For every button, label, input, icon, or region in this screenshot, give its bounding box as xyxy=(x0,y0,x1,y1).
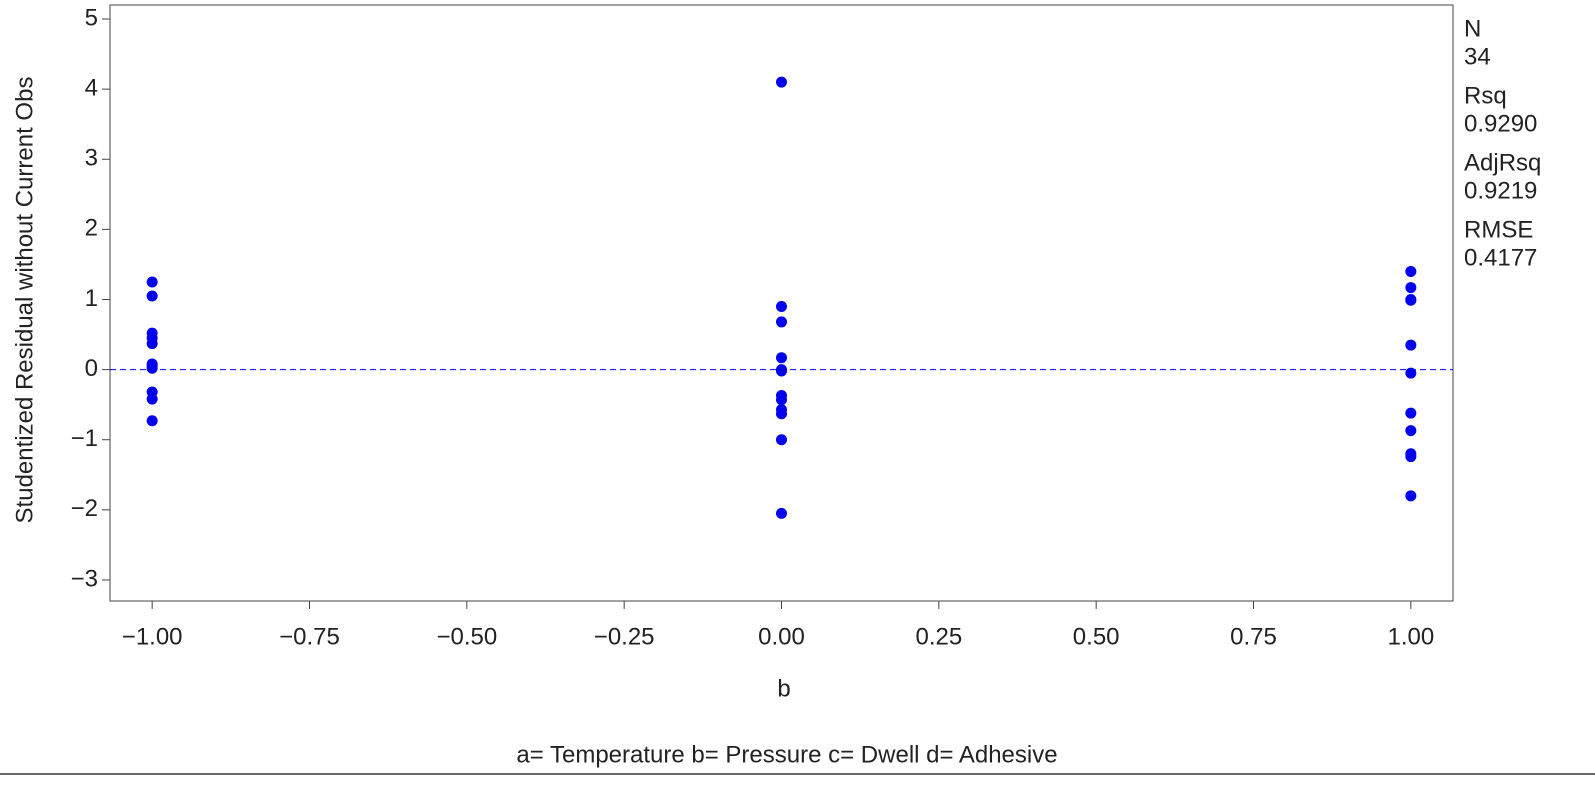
y-tick-label: 3 xyxy=(85,145,98,172)
point xyxy=(146,338,158,350)
stat-label: RMSE xyxy=(1464,216,1533,243)
point xyxy=(776,316,787,328)
stat-value: 0.9290 xyxy=(1464,110,1537,137)
point xyxy=(146,393,158,405)
x-tick-label: 0.50 xyxy=(1073,623,1120,650)
stat-label: Rsq xyxy=(1464,82,1507,109)
point xyxy=(776,352,787,364)
footnote: a= Temperature b= Pressure c= Dwell d= A… xyxy=(516,741,1057,768)
point xyxy=(1405,407,1417,419)
point xyxy=(776,434,787,446)
point xyxy=(146,415,158,427)
point xyxy=(1405,425,1417,437)
y-tick-label: 4 xyxy=(85,74,98,101)
point xyxy=(776,408,787,420)
y-tick-label: −3 xyxy=(71,565,98,592)
x-tick-label: −0.50 xyxy=(436,623,497,650)
point xyxy=(146,290,158,302)
x-tick-label: −0.75 xyxy=(279,623,340,650)
y-tick-label: −2 xyxy=(71,495,98,522)
stat-label: AdjRsq xyxy=(1464,149,1541,176)
point xyxy=(146,276,158,288)
point xyxy=(776,365,787,377)
x-tick-label: −1.00 xyxy=(122,623,183,650)
stat-value: 0.4177 xyxy=(1464,244,1537,271)
stat-value: 34 xyxy=(1464,43,1491,70)
y-tick-label: 2 xyxy=(85,215,98,242)
point xyxy=(1405,282,1417,294)
y-tick-label: 5 xyxy=(85,4,98,31)
point xyxy=(1405,490,1417,502)
point xyxy=(146,362,158,374)
point xyxy=(1405,294,1417,306)
y-tick-label: 1 xyxy=(85,285,98,312)
point xyxy=(776,76,787,88)
x-tick-label: 0.00 xyxy=(758,623,805,650)
y-tick-label: 0 xyxy=(85,355,98,382)
x-tick-label: 0.75 xyxy=(1230,623,1277,650)
stat-label: N xyxy=(1464,15,1481,42)
x-tick-label: 0.25 xyxy=(915,623,962,650)
point xyxy=(1405,367,1417,379)
point xyxy=(776,301,787,313)
x-tick-label: 1.00 xyxy=(1387,623,1434,650)
point xyxy=(1405,339,1417,351)
x-tick-label: −0.25 xyxy=(594,623,655,650)
point xyxy=(776,394,787,406)
x-axis-label: b xyxy=(777,675,790,702)
y-tick-label: −1 xyxy=(71,425,98,452)
point xyxy=(776,507,787,519)
stat-value: 0.9219 xyxy=(1464,177,1537,204)
y-axis-label: Studentized Residual without Current Obs xyxy=(11,77,38,524)
point xyxy=(1405,451,1417,463)
point xyxy=(1405,265,1417,277)
